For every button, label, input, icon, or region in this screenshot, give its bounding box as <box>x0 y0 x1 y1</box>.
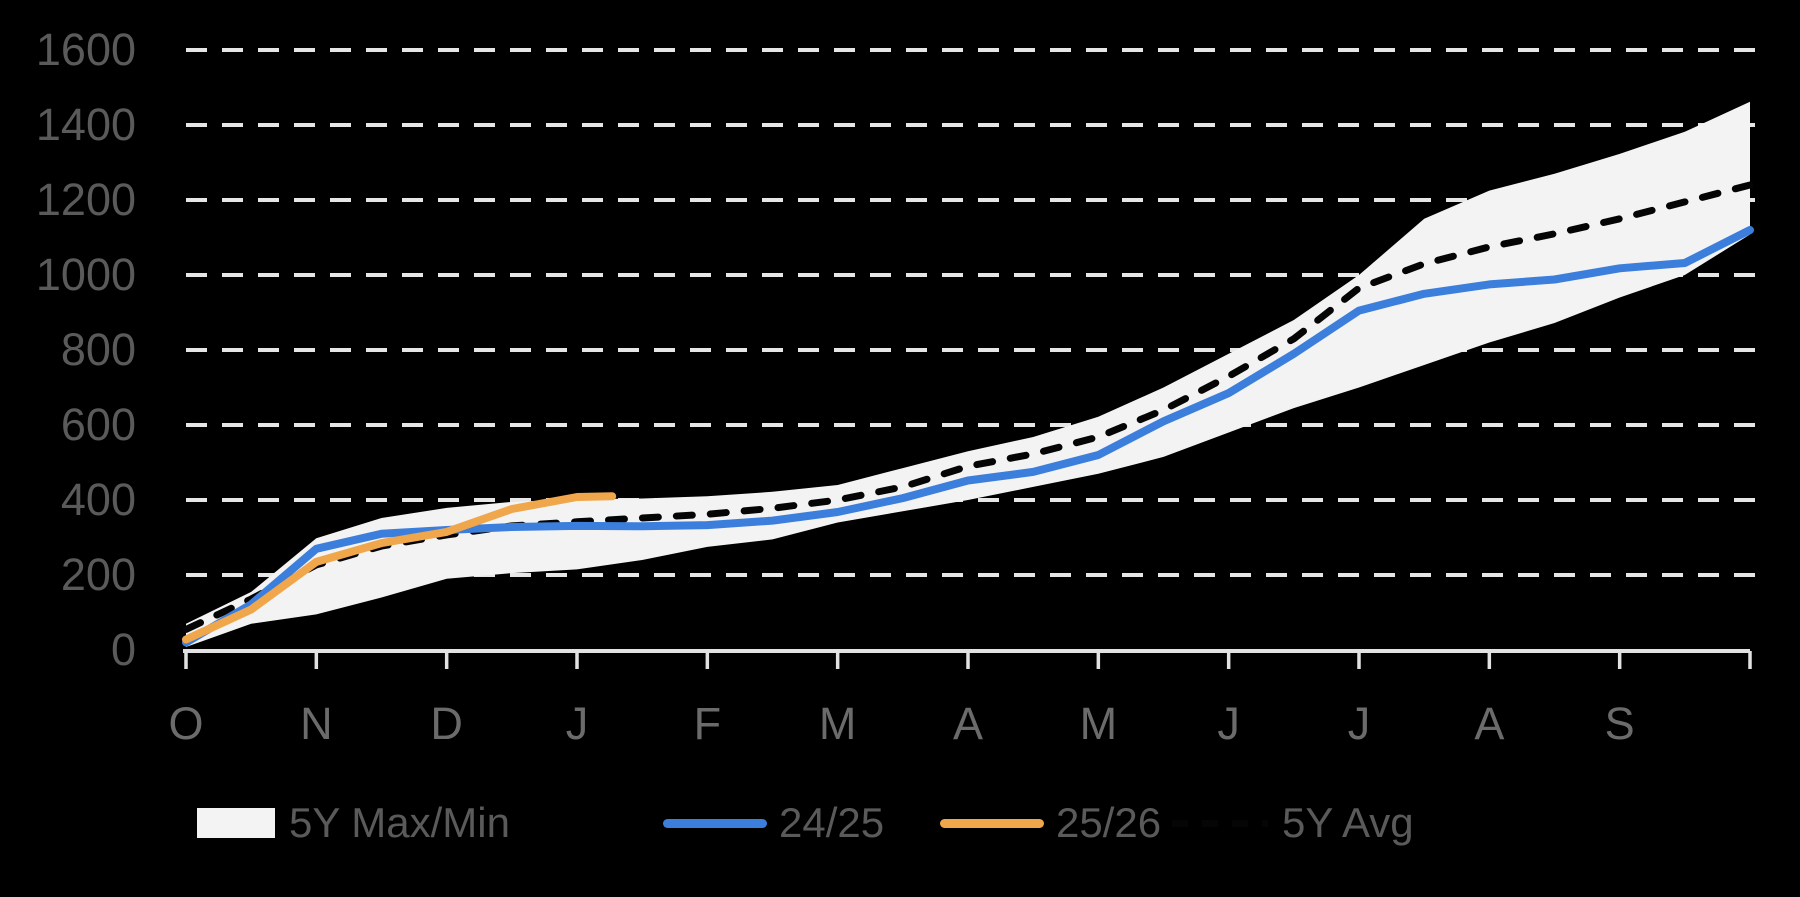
month-label: S <box>1605 698 1635 749</box>
y-tick-label: 200 <box>61 549 136 600</box>
legend-label-25-26: 25/26 <box>1056 799 1162 846</box>
legend-item-5y-avg: 5Y Avg <box>1172 794 1414 852</box>
legend-item-24-25: 24/25 <box>663 794 884 852</box>
band-swatch <box>197 808 275 838</box>
y-tick-label: 400 <box>61 474 136 525</box>
line-swatch-24-25 <box>663 818 767 828</box>
legend-item-5y-max-min: 5Y Max/Min <box>197 794 510 852</box>
legend-label-5y-max-min: 5Y Max/Min <box>289 799 510 846</box>
band-5y-max-min <box>186 101 1750 648</box>
legend-label-24-25: 24/25 <box>779 799 885 846</box>
line-25-26 <box>182 492 617 644</box>
y-tick-label: 1600 <box>36 24 136 75</box>
month-label: F <box>694 698 722 749</box>
y-tick-label: 0 <box>111 624 136 675</box>
month-label: D <box>430 698 463 749</box>
month-label: M <box>819 698 857 749</box>
month-label: N <box>300 698 333 749</box>
month-label: A <box>1474 698 1504 749</box>
y-tick-label: 800 <box>61 324 136 375</box>
y-tick-label: 1400 <box>36 99 136 150</box>
y-tick-label: 600 <box>61 399 136 450</box>
month-label: M <box>1080 698 1118 749</box>
month-label: J <box>566 698 589 749</box>
month-label: A <box>953 698 983 749</box>
month-label: J <box>1348 698 1371 749</box>
y-tick-label: 1200 <box>36 174 136 225</box>
avg-dashed-swatch <box>1172 819 1268 827</box>
line-swatch-25-26 <box>940 818 1044 828</box>
legend-label-5y-avg: 5Y Avg <box>1282 799 1414 846</box>
month-label: O <box>168 698 203 749</box>
legend-item-25-26: 25/26 <box>940 794 1161 852</box>
month-label: J <box>1217 698 1240 749</box>
y-tick-label: 1000 <box>36 249 136 300</box>
